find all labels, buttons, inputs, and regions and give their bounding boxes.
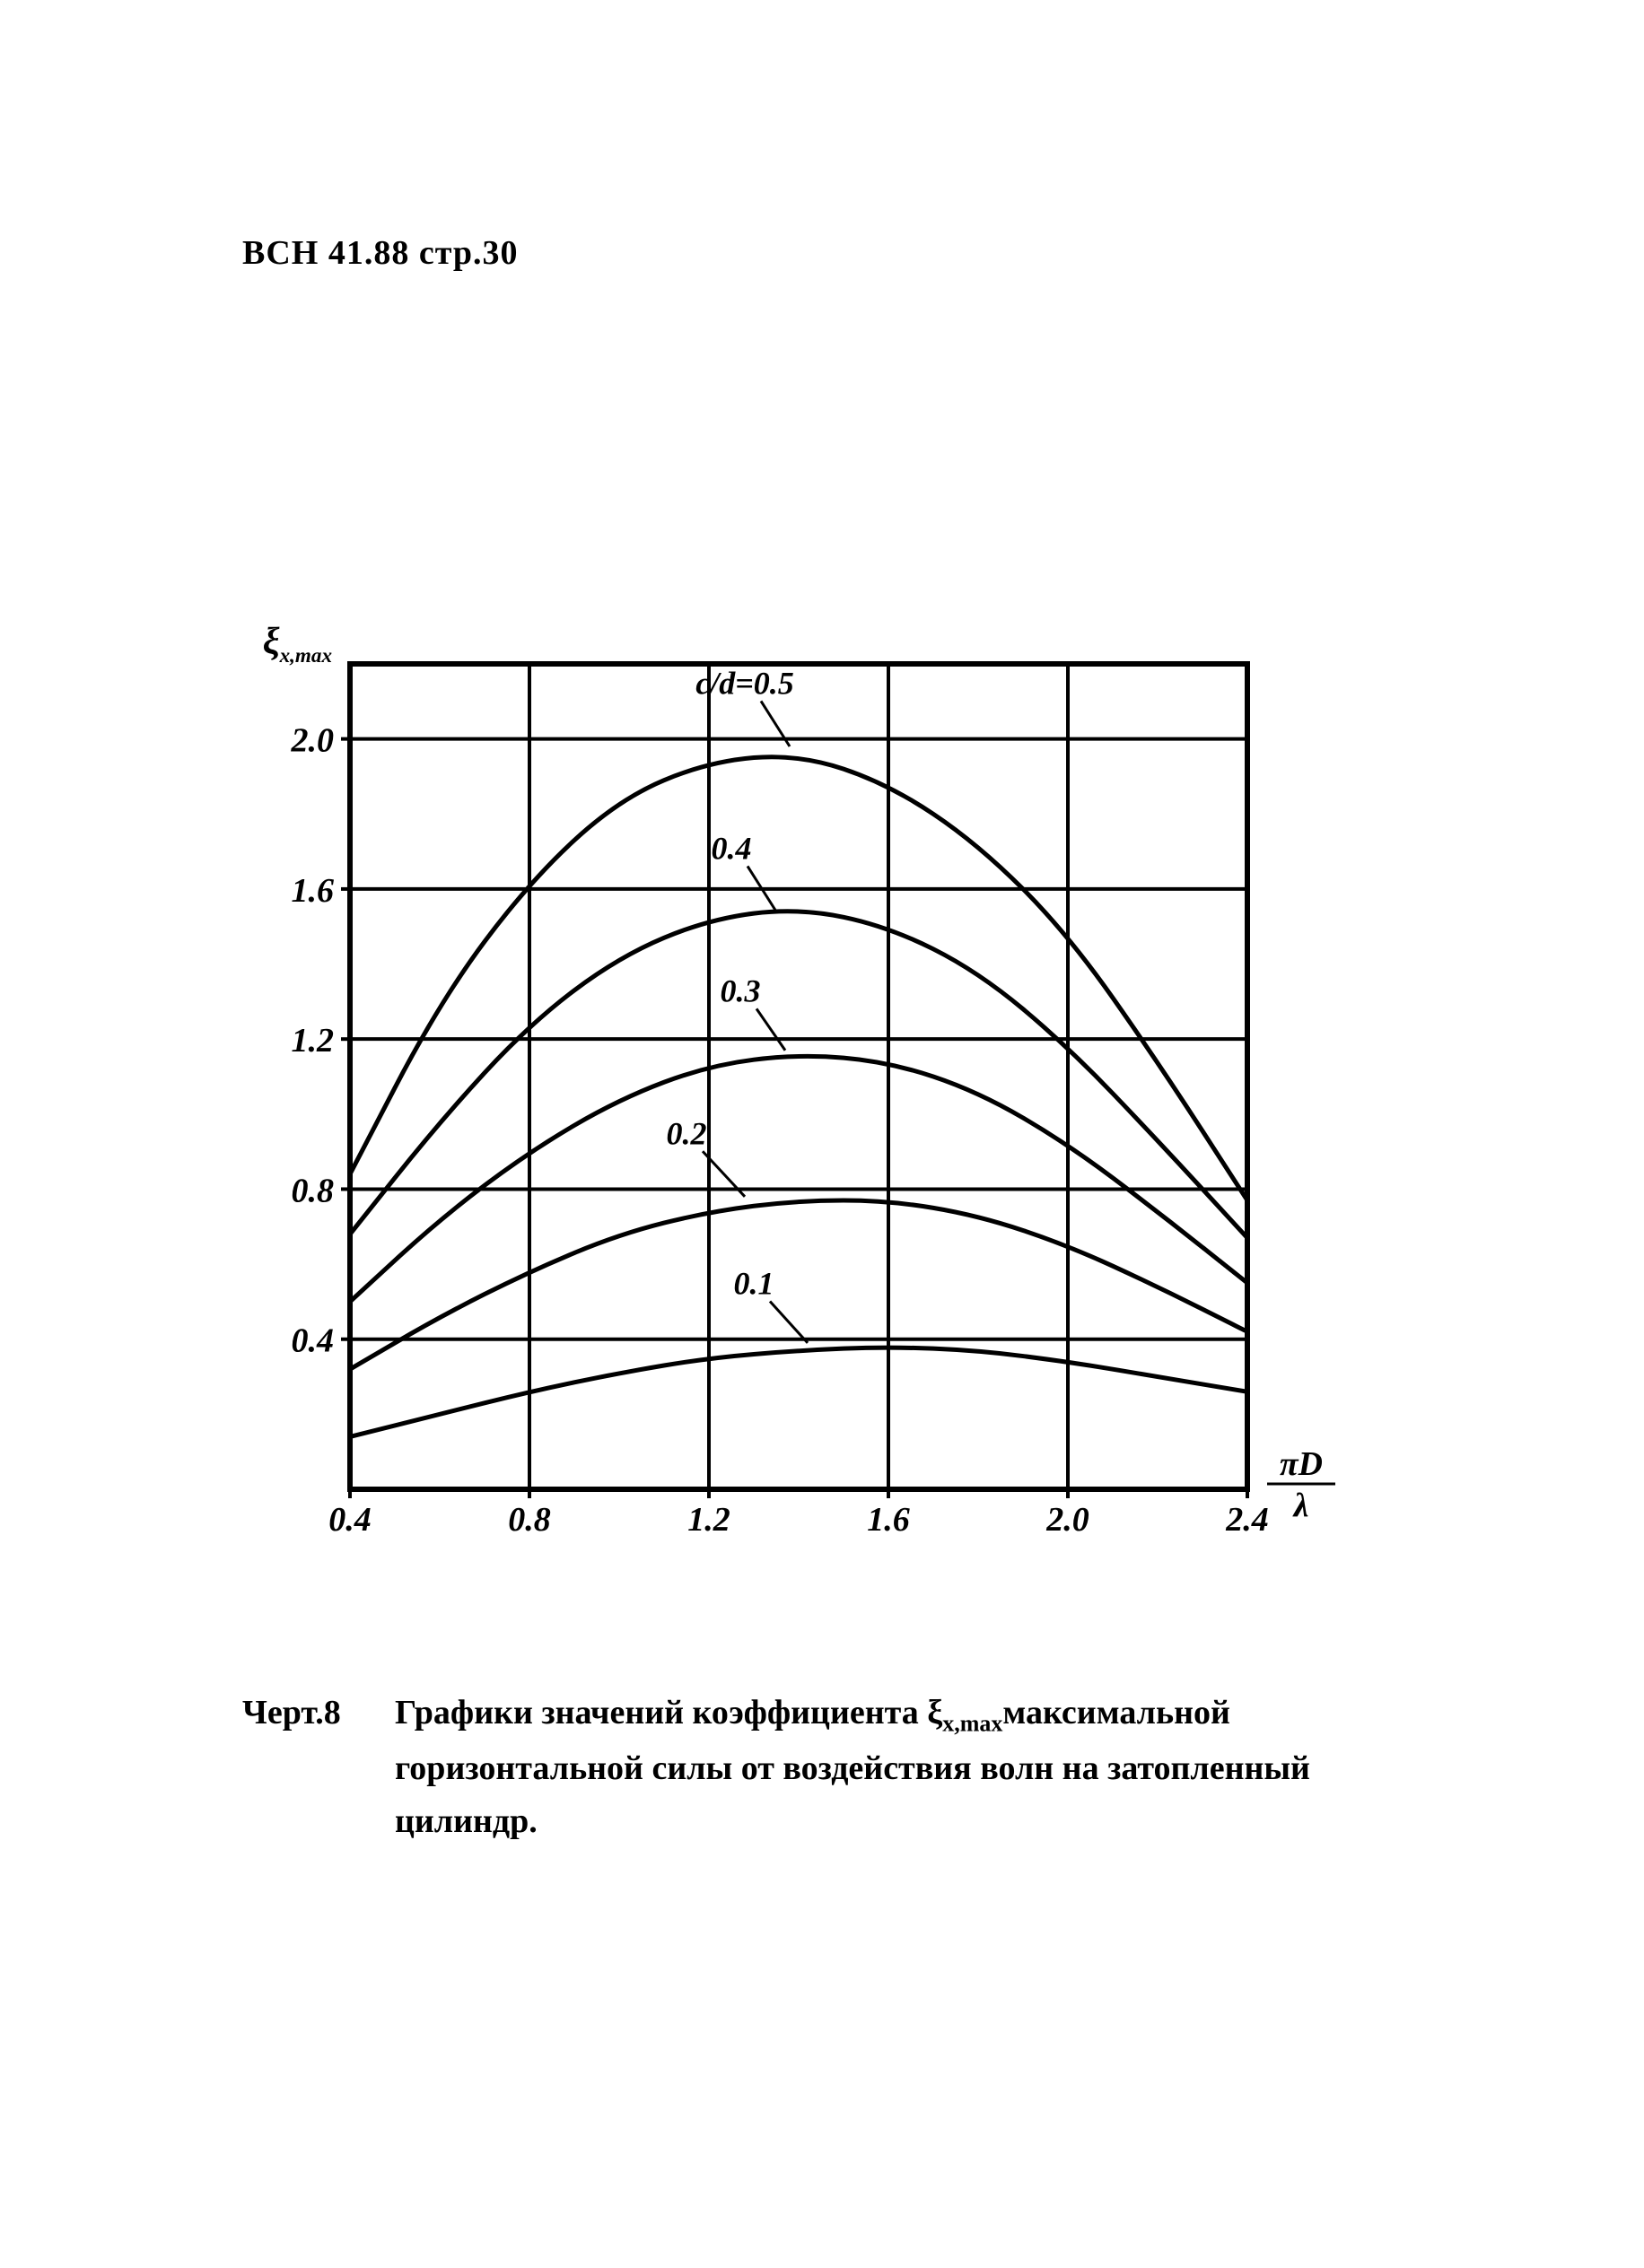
svg-text:1.2: 1.2: [292, 1022, 335, 1060]
caption-symbol-sub: x,max: [942, 1711, 1002, 1737]
svg-text:ξx,max: ξx,max: [263, 621, 332, 667]
svg-text:0.8: 0.8: [292, 1172, 335, 1209]
svg-text:0.4: 0.4: [328, 1501, 372, 1539]
caption-line1b: максимальной: [1002, 1694, 1230, 1732]
svg-text:λ: λ: [1292, 1487, 1309, 1524]
svg-text:0.1: 0.1: [734, 1266, 774, 1302]
svg-text:2.0: 2.0: [291, 722, 335, 760]
figure-number: Черт.8: [242, 1687, 395, 1740]
svg-text:0.2: 0.2: [667, 1115, 707, 1151]
svg-text:2.0: 2.0: [1045, 1501, 1089, 1539]
svg-text:2.4: 2.4: [1225, 1501, 1269, 1539]
caption-line1a: Графики значений коэффициента: [395, 1694, 927, 1732]
caption-line2: горизонтальной силы от воздействия волн …: [395, 1742, 1364, 1795]
svg-text:0.4: 0.4: [292, 1322, 335, 1360]
page-header: ВСН 41.88 стр.30: [242, 233, 518, 273]
svg-text:1.6: 1.6: [867, 1501, 910, 1539]
svg-text:πD: πD: [1280, 1445, 1323, 1483]
figure-caption: Черт.8Графики значений коэффициента ξx,m…: [242, 1687, 1364, 1848]
svg-text:0.3: 0.3: [721, 973, 761, 1008]
caption-line3: цилиндр.: [395, 1795, 1364, 1848]
svg-text:c/d=0.5: c/d=0.5: [695, 665, 794, 701]
svg-text:0.8: 0.8: [508, 1501, 551, 1539]
caption-symbol: ξ: [927, 1694, 942, 1732]
svg-text:1.2: 1.2: [687, 1501, 730, 1539]
svg-text:0.4: 0.4: [712, 830, 752, 866]
coefficient-chart: 0.40.81.21.62.00.40.81.21.62.02.4ξx,maxπ…: [242, 628, 1364, 1615]
svg-text:1.6: 1.6: [292, 872, 335, 910]
